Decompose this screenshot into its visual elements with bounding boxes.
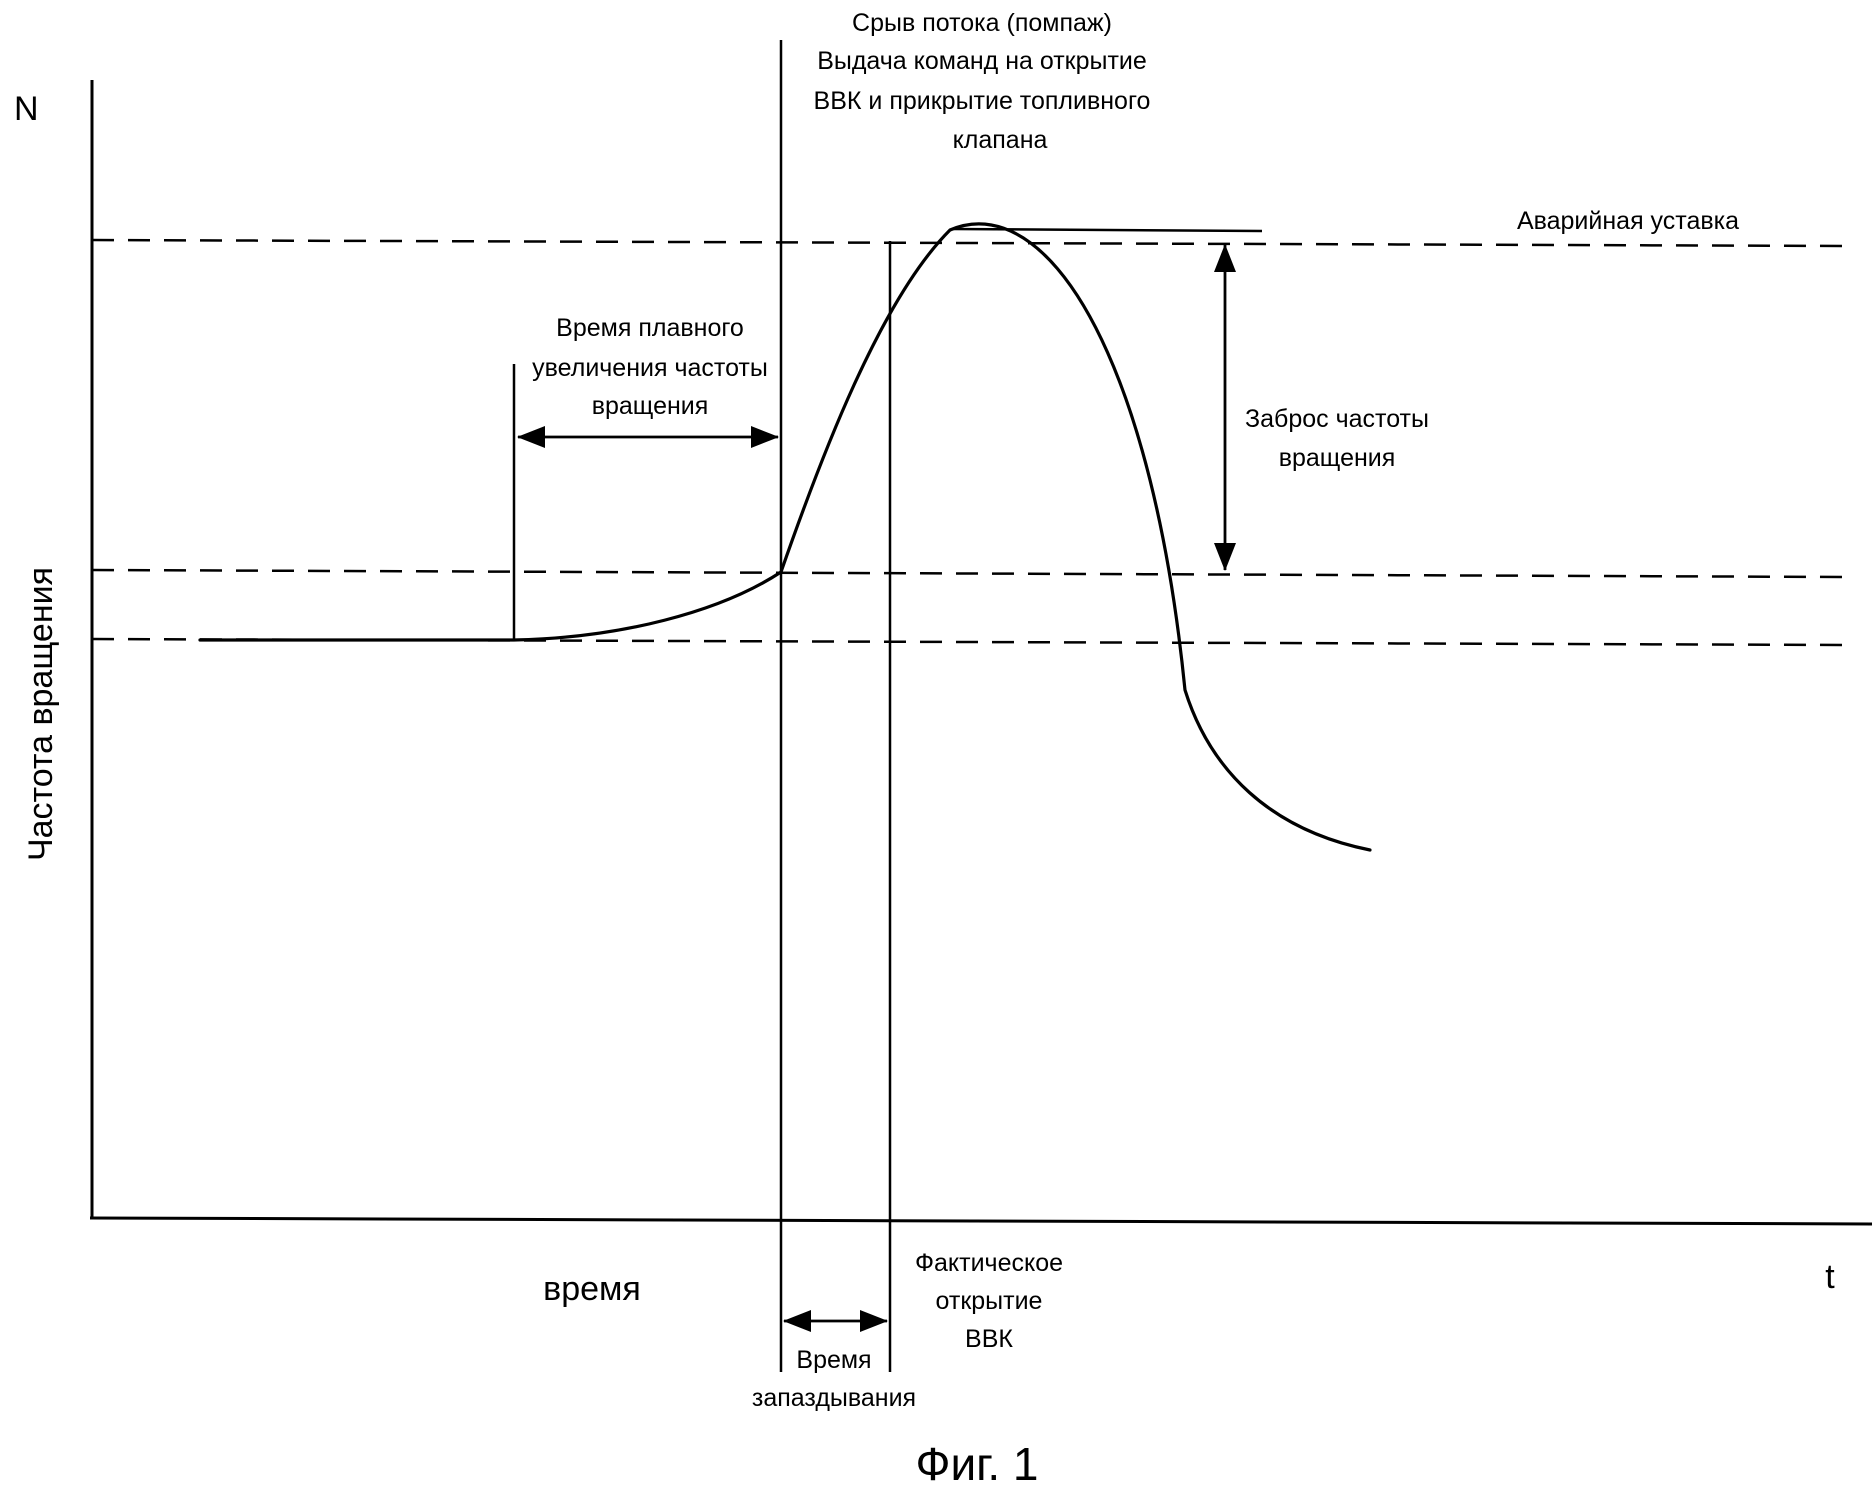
y-axis-symbol: N	[14, 90, 39, 128]
surge-annotation-line1: Срыв потока (помпаж)	[852, 9, 1112, 37]
x-axis-symbol: t	[1825, 1258, 1835, 1296]
ramp-time-line3: вращения	[592, 392, 709, 420]
ramp-time-line1: Время плавного	[556, 314, 744, 342]
surge-annotation-line4: клапана	[953, 126, 1048, 154]
delay-time-line2: запаздывания	[752, 1384, 916, 1412]
surge-annotation-line3: ВВК и прикрытие топливного	[814, 87, 1151, 115]
surge-annotation-line2: Выдача команд на открытие	[817, 47, 1147, 75]
delay-time-line1: Время	[796, 1346, 871, 1374]
overshoot-line1: Заброс частоты	[1245, 405, 1429, 433]
emergency-setpoint-line	[91, 238, 1849, 248]
delay-time-label: Время запаздывания	[752, 1346, 916, 1412]
emergency-setpoint-label: Аварийная уставка	[1517, 207, 1739, 235]
actual-opening-line1: Фактическое	[915, 1249, 1063, 1277]
x-axis	[89, 1216, 1873, 1226]
actual-opening-line3: ВВК	[965, 1325, 1013, 1353]
surge-level-line	[91, 568, 1849, 579]
figure-caption: Фиг. 1	[916, 1438, 1039, 1490]
y-axis-label: Частота вращения	[22, 567, 60, 861]
surge-annotation: Срыв потока (помпаж) Выдача команд на от…	[814, 9, 1151, 154]
overshoot-label: Заброс частоты вращения	[1245, 405, 1429, 472]
frequency-curve	[198, 222, 1372, 852]
actual-opening-label: Фактическое открытие ВВК	[915, 1249, 1063, 1353]
actual-opening-line2: открытие	[936, 1287, 1043, 1315]
ramp-time-line2: увеличения частоты	[532, 354, 768, 382]
peak-plateau-line	[951, 227, 1263, 233]
x-axis-label: время	[543, 1270, 641, 1308]
ramp-time-label: Время плавного увеличения частоты вращен…	[532, 314, 768, 420]
overshoot-line2: вращения	[1279, 444, 1396, 472]
